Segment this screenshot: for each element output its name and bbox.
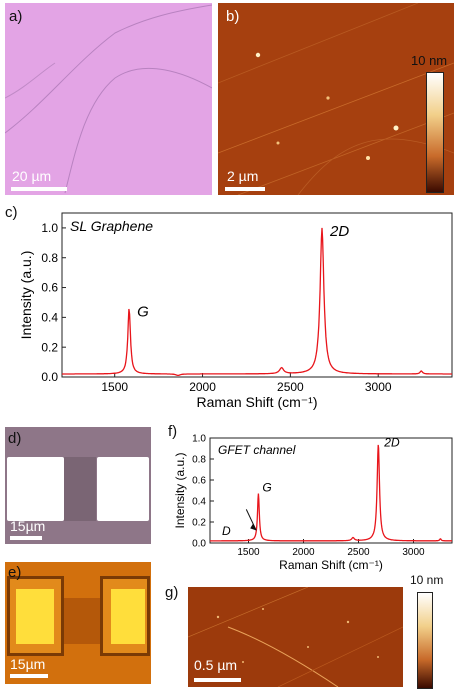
- panel-e-left-electrode: [7, 576, 64, 656]
- panel-f-label: f): [168, 423, 178, 440]
- panel-d-left-electrode: [7, 457, 64, 521]
- panel-g-scale-bar: [194, 678, 241, 682]
- panel-e-scale-bar: [10, 674, 48, 678]
- panel-b-scale-text: 2 µm: [227, 168, 259, 184]
- peak-label-d: D: [222, 524, 231, 538]
- y-tick-label: 0.4: [41, 311, 58, 325]
- spectrum-line: [210, 444, 452, 542]
- x-tick-label: 2500: [277, 380, 304, 394]
- panel-b-colorbar: [426, 72, 444, 193]
- panel-g-colorbar: [417, 592, 433, 689]
- y-tick-label: 0.2: [41, 340, 58, 354]
- panel-a-scale-bar: [11, 187, 67, 191]
- x-axis-label: Raman Shift (cm⁻¹): [279, 558, 383, 572]
- panel-b-afm-image: 10 nm b) 2 µm: [218, 3, 454, 195]
- panel-a-graphene-edges: [5, 4, 212, 194]
- x-tick-label: 1500: [101, 380, 128, 394]
- panel-a-scale-text: 20 µm: [12, 168, 52, 184]
- x-tick-label: 3000: [365, 380, 392, 394]
- panel-d-right-electrode: [97, 457, 149, 521]
- y-tick-label: 0.0: [192, 539, 206, 550]
- panel-d-scale-bar: [10, 536, 42, 540]
- spectrum-line: [62, 227, 452, 377]
- peak-label-2d: 2D: [329, 223, 349, 240]
- y-tick-label: 1.0: [192, 434, 206, 445]
- panel-e-right-electrode: [100, 576, 150, 656]
- y-tick-label: 0.8: [41, 251, 58, 265]
- peak-label-g: G: [137, 303, 149, 320]
- chart-title: SL Graphene: [70, 218, 153, 234]
- panel-g-colorbar-label: 10 nm: [410, 573, 444, 587]
- panel-c-raman-chart: 1500 2000 2500 3000 0.0 0.2 0.4 0.6 0.8 1.0 Raman …: [18, 212, 453, 410]
- y-tick-label: 0.8: [192, 455, 206, 466]
- panel-e-scale-text: 15µm: [10, 656, 46, 672]
- x-tick-label: 1500: [237, 547, 260, 558]
- x-tick-label: 3000: [402, 547, 425, 558]
- panel-g-afm-features: [188, 587, 403, 687]
- y-tick-label: 0.2: [192, 518, 206, 529]
- panel-g-scale-text: 0.5 µm: [194, 657, 238, 673]
- x-tick-label: 2000: [189, 380, 216, 394]
- panel-a-label: a): [9, 8, 23, 25]
- plot-frame: [209, 437, 453, 544]
- panel-d-device-optical: d) 15µm: [5, 427, 151, 544]
- panel-f-raman-chart: 1500 2000 2500 3000 0.0 0.2 0.4 0.6 0.8 1.0 Raman …: [173, 434, 453, 572]
- panel-b-afm-features: [218, 3, 454, 195]
- y-tick-label: 1.0: [41, 221, 58, 235]
- peak-label-2d: 2D: [383, 435, 400, 449]
- panel-d-channel: [64, 457, 96, 521]
- y-tick-label: 0.6: [41, 281, 58, 295]
- chart-title: GFET channel: [218, 443, 296, 457]
- x-axis-label: Raman Shift (cm⁻¹): [197, 394, 318, 410]
- panel-g-afm-image: 0.5 µm: [188, 587, 403, 687]
- panel-e-channel: [64, 598, 100, 644]
- panel-e-device-falsecolor: e) 15µm: [5, 562, 151, 684]
- panel-d-scale-text: 15µm: [10, 518, 46, 534]
- x-tick-label: 2500: [347, 547, 370, 558]
- panel-a-optical-image: a) 20 µm: [5, 3, 212, 195]
- d-arrow-head: [250, 523, 257, 531]
- peak-label-g: G: [262, 481, 271, 495]
- panel-b-label: b): [226, 8, 240, 25]
- panel-g-label: g): [165, 584, 179, 601]
- x-tick-label: 2000: [292, 547, 315, 558]
- y-tick-label: 0.4: [192, 497, 206, 508]
- y-tick-label: 0.6: [192, 476, 206, 487]
- panel-b-colorbar-label: 10 nm: [411, 53, 448, 68]
- panel-d-label: d): [8, 430, 22, 447]
- panel-b-scale-bar: [225, 187, 265, 191]
- y-axis-label: Intensity (a.u.): [18, 251, 34, 340]
- plot-frame: [61, 212, 453, 378]
- panel-c-label: c): [5, 204, 18, 221]
- y-tick-label: 0.0: [41, 370, 58, 384]
- y-axis-label: Intensity (a.u.): [173, 452, 187, 528]
- panel-e-label: e): [8, 564, 22, 581]
